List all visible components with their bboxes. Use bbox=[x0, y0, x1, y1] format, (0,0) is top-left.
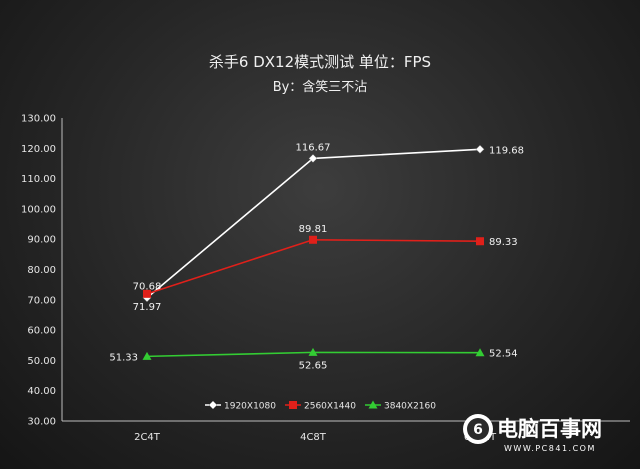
y-tick-label: 120.00 bbox=[21, 144, 56, 155]
data-point bbox=[475, 144, 485, 154]
data-label: 52.54 bbox=[489, 349, 518, 360]
y-tick-label: 90.00 bbox=[27, 235, 56, 246]
y-tick-label: 130.00 bbox=[21, 114, 56, 125]
y-tick-label: 50.00 bbox=[27, 356, 56, 367]
data-point bbox=[143, 289, 151, 298]
data-point bbox=[308, 154, 318, 163]
y-tick-label: 70.00 bbox=[27, 295, 56, 306]
data-label: 89.81 bbox=[299, 224, 328, 235]
data-label: 116.67 bbox=[296, 142, 331, 153]
x-tick-label: 4C8T bbox=[300, 432, 327, 443]
chart-title: 杀手6 DX12模式测试 单位：FPS bbox=[209, 53, 431, 71]
chart-subtitle: By：含笑三不沾 bbox=[273, 79, 368, 95]
watermark-url: WWW.PC841.COM bbox=[504, 444, 596, 453]
series-line bbox=[146, 238, 481, 295]
y-tick-labels: 30.00 40.00 50.00 60.00 70.00 80.00 90.00 100.0… bbox=[21, 114, 56, 428]
y-tick-label: 100.00 bbox=[21, 204, 56, 215]
data-label: 52.65 bbox=[299, 360, 328, 371]
data-label: 70.68 bbox=[133, 282, 162, 293]
data-label: 51.33 bbox=[109, 352, 138, 363]
watermark: 6 电脑百事网 WWW.PC841.COM bbox=[463, 414, 602, 453]
legend-label: 3840X2160 bbox=[384, 402, 436, 412]
data-point bbox=[476, 237, 484, 246]
x-tick-labels: 2C4T4C8T6C12T bbox=[134, 432, 497, 443]
data-point bbox=[208, 400, 218, 410]
x-tick-label: 2C4T bbox=[134, 432, 161, 443]
watermark-text: 电脑百事网 bbox=[497, 417, 602, 441]
series-group: 70.68 116.67 119.68 71.97 89.81 89.33 51.33 52.… bbox=[109, 142, 524, 371]
y-tick-label: 40.00 bbox=[27, 386, 56, 397]
data-point bbox=[289, 401, 297, 409]
watermark-logo-ring bbox=[467, 418, 489, 440]
watermark-logo-glyph: 6 bbox=[473, 422, 483, 438]
y-tick-label: 80.00 bbox=[27, 265, 56, 276]
legend: 1920X1080 2560X1440 3840X2160 bbox=[205, 400, 436, 412]
data-label: 71.97 bbox=[133, 302, 162, 313]
data-point bbox=[308, 347, 318, 356]
legend-label: 2560X1440 bbox=[304, 402, 356, 412]
data-point bbox=[309, 235, 317, 244]
y-tick-label: 60.00 bbox=[27, 326, 56, 337]
data-label: 119.68 bbox=[489, 145, 524, 156]
y-tick-label: 30.00 bbox=[27, 417, 56, 428]
legend-label: 1920X1080 bbox=[224, 402, 276, 412]
data-point bbox=[142, 351, 152, 360]
data-label: 89.33 bbox=[489, 237, 518, 248]
data-point bbox=[368, 400, 378, 409]
data-point bbox=[475, 348, 485, 357]
y-tick-label: 110.00 bbox=[21, 174, 56, 185]
